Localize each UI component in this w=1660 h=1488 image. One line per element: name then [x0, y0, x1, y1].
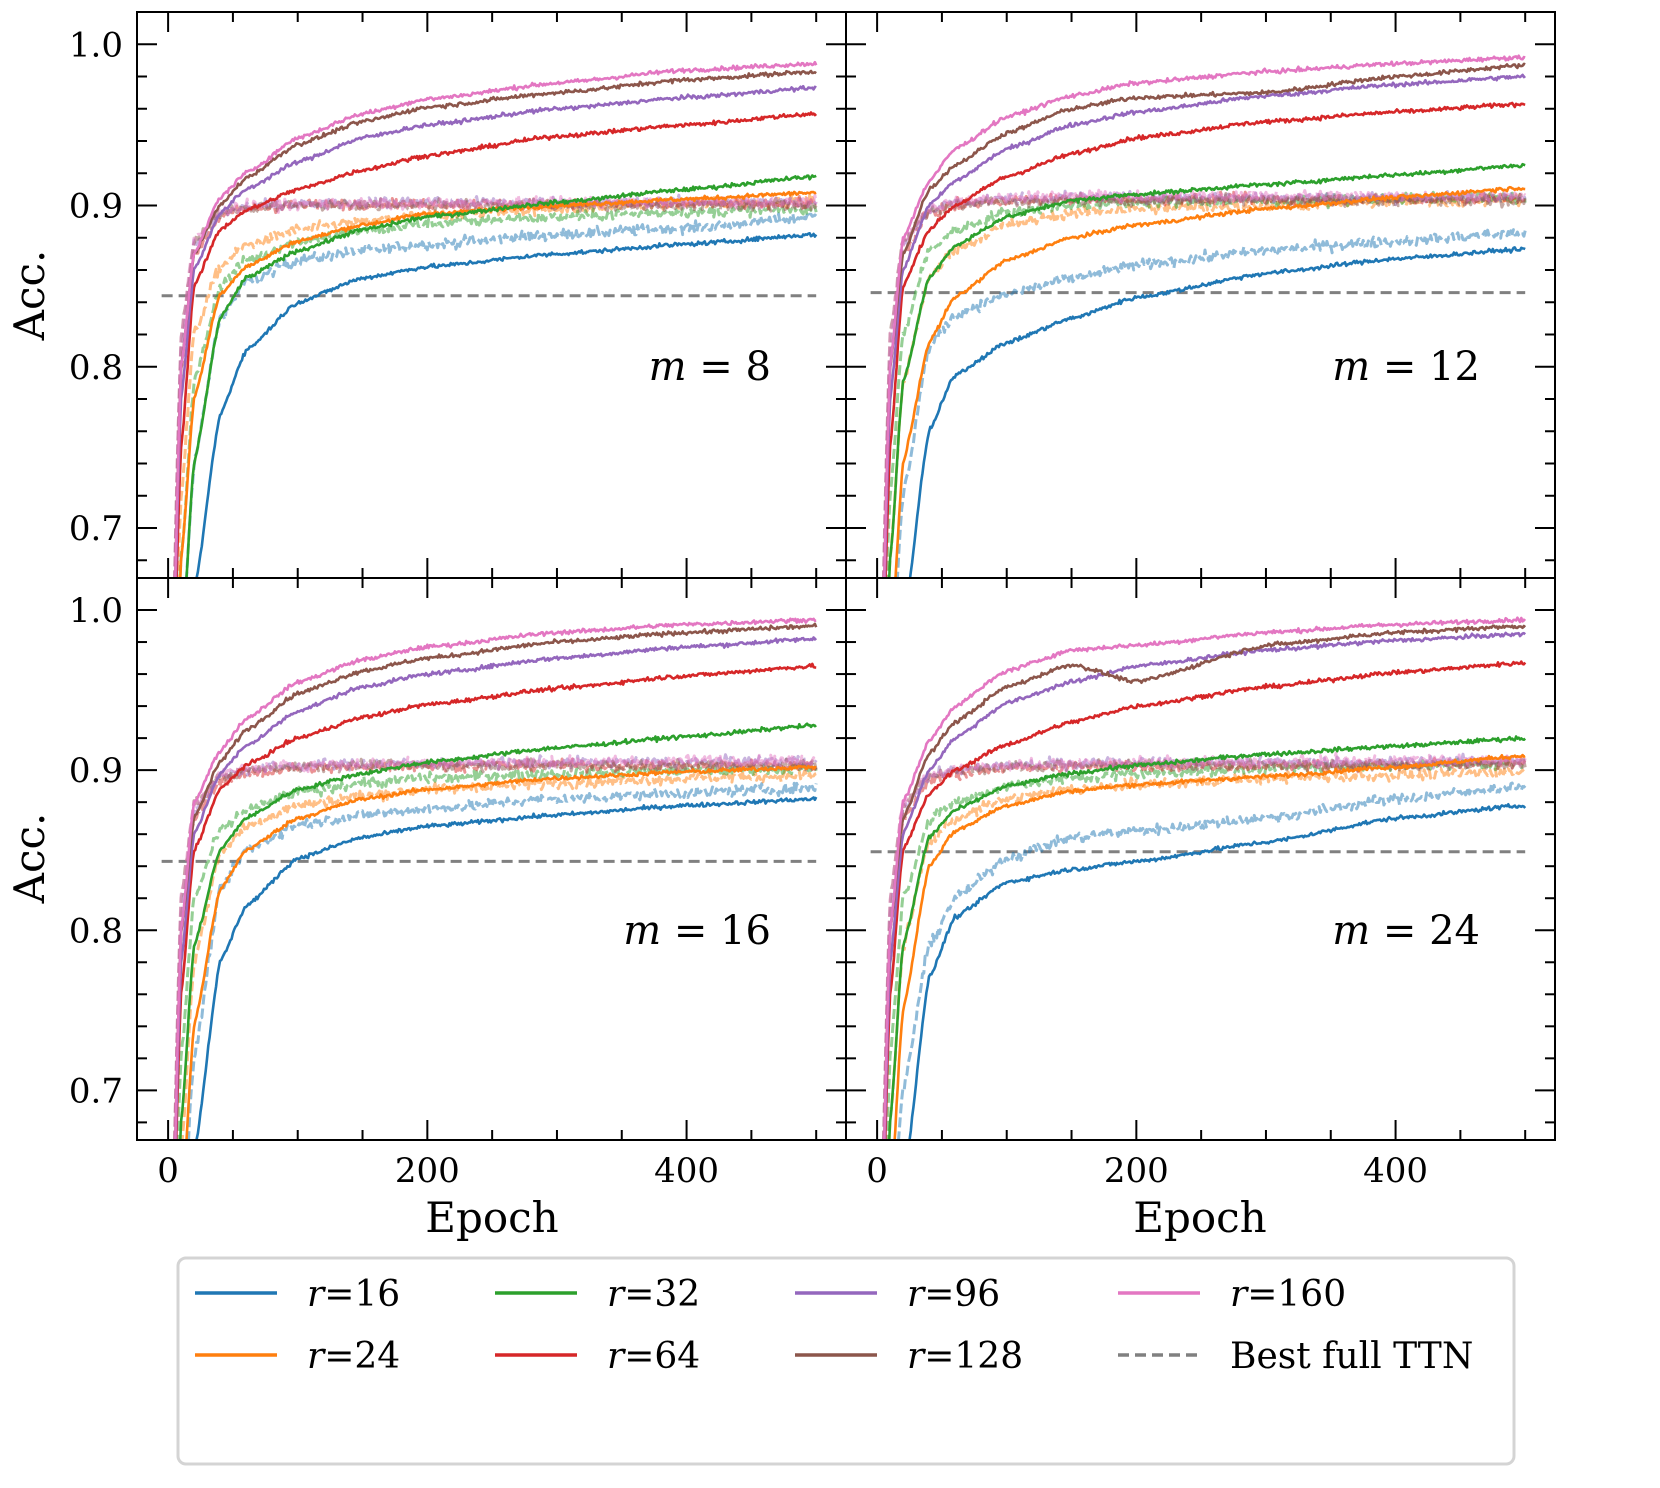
series-r96-test [173, 193, 818, 578]
x-tick-label: 200 [395, 1151, 460, 1191]
series-r160-test [173, 193, 818, 578]
plot-area [161, 60, 818, 578]
panel-m-24: 0 200 400 m = 24 [845, 577, 1556, 1191]
series-r24-train [185, 764, 817, 1140]
legend-label: Best full TTN [1230, 1336, 1473, 1377]
legend-frame [176, 1256, 1516, 1466]
panel-frame [845, 11, 1556, 579]
series-r32-test [885, 190, 1527, 578]
x-tick-label: 400 [1363, 1151, 1428, 1191]
legend-entry: r=64 [495, 1336, 700, 1377]
y-tick-label: 0.9 [69, 187, 123, 227]
series-r16-train [195, 796, 818, 1140]
legend-label: r=96 [907, 1274, 1000, 1315]
panel-m-16: 0.7 0.8 0.9 1.0 0 200 400 m = 16 [69, 577, 847, 1191]
y-tick-label: 0.7 [69, 1071, 123, 1111]
series-r128-test [173, 197, 818, 578]
panel-m-12: m = 12 [845, 11, 1556, 579]
series-r24-test [887, 767, 1526, 1140]
series-r32-train [887, 162, 1526, 578]
legend-entry: r=24 [195, 1336, 400, 1377]
series-r160-test [173, 753, 817, 1140]
series-r24-train [894, 185, 1526, 578]
panels-group: 0.7 0.8 0.9 1.0 m = 8 m = 12 0.7 0.8 0.9 1.0 0 200 4… [69, 11, 1556, 1191]
legend-entry: r=32 [495, 1274, 700, 1315]
x-tick-label: 200 [1104, 1151, 1169, 1191]
series-r32-test [178, 200, 818, 578]
series-r32-train [887, 735, 1527, 1140]
x-tick-label: 400 [654, 1151, 719, 1191]
series-r16-test [184, 212, 818, 578]
plot-area [161, 617, 818, 1140]
legend-entry: r=16 [195, 1274, 400, 1315]
series-r160-train [174, 60, 818, 578]
y-tick-label: 0.9 [69, 751, 123, 791]
series-r16-train [195, 232, 818, 578]
plot-area [870, 616, 1527, 1140]
legend-label: r=24 [307, 1336, 400, 1377]
series-r96-train [883, 631, 1527, 1140]
x-tick-label: 0 [157, 1151, 179, 1191]
series-r32-train [185, 174, 817, 578]
series-r128-train [883, 62, 1526, 578]
legend-label: r=160 [1230, 1274, 1346, 1315]
series-r32-train [178, 722, 817, 1140]
series-r16-test [187, 781, 818, 1140]
legend-entry: r=128 [795, 1336, 1023, 1377]
panel-label: m = 8 [649, 344, 771, 390]
series-r16-test [896, 781, 1527, 1140]
y-axis-title-top: Acc. [5, 250, 54, 342]
y-tick-label: 0.8 [69, 348, 123, 388]
x-tick-label: 0 [866, 1151, 888, 1191]
series-r160-train [174, 617, 817, 1140]
y-tick-label: 1.0 [69, 591, 123, 631]
legend-label: r=64 [607, 1336, 700, 1377]
legend-entry: r=96 [795, 1274, 1000, 1315]
series-r16-train [908, 246, 1526, 578]
series-r160-test [882, 752, 1527, 1140]
series-r24-train [893, 753, 1526, 1140]
y-tick-label: 0.8 [69, 911, 123, 951]
legend-entry: Best full TTN [1118, 1336, 1473, 1377]
series-r128-test [173, 757, 818, 1140]
x-axis-title-left: Epoch [425, 1193, 558, 1242]
panel-label: m = 12 [1332, 344, 1480, 390]
series-r64-test [173, 195, 817, 578]
x-axis-title-right: Epoch [1133, 1193, 1266, 1242]
series-r96-train [883, 73, 1526, 578]
series-r16-train [908, 803, 1527, 1140]
series-r96-train [174, 84, 817, 578]
series-r24-test [176, 193, 817, 578]
legend-entry: r=160 [1118, 1274, 1346, 1315]
y-tick-label: 0.7 [69, 509, 123, 549]
y-tick-label: 1.0 [69, 25, 123, 65]
series-r16-test [895, 228, 1527, 578]
series-r160-train [883, 54, 1526, 578]
y-axis-title-bottom: Acc. [5, 813, 54, 905]
series-r64-train [174, 662, 817, 1140]
legend-label: r=32 [607, 1274, 700, 1315]
legend: r=16 r=24 r=32 r=64 r=96 r=128 r=160 Best full … [176, 1256, 1516, 1466]
series-r128-train [173, 622, 818, 1140]
series-r64-train [884, 660, 1527, 1140]
series-r128-train [883, 624, 1527, 1140]
panel-label: m = 16 [623, 908, 771, 954]
series-r128-test [882, 192, 1527, 578]
series-r96-train [174, 636, 818, 1140]
legend-label: r=16 [307, 1274, 400, 1315]
plot-area [870, 54, 1527, 578]
panel-label: m = 24 [1332, 908, 1480, 954]
series-r64-train [175, 111, 818, 578]
legend-label: r=128 [907, 1336, 1023, 1377]
series-r128-train [174, 69, 817, 578]
series-r64-train [884, 101, 1526, 578]
series-r160-train [882, 616, 1527, 1140]
panel-frame [136, 577, 847, 1141]
